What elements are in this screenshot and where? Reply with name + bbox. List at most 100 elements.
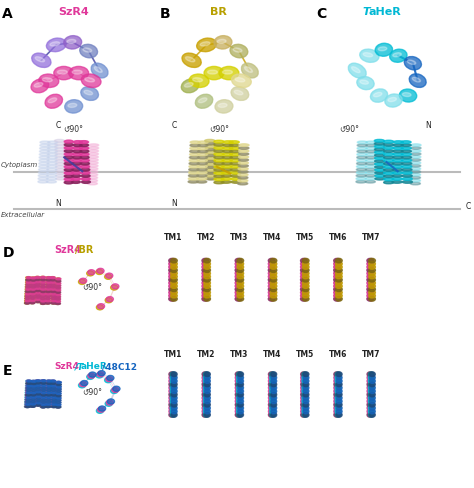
Ellipse shape (392, 162, 403, 165)
Ellipse shape (411, 144, 421, 146)
Ellipse shape (170, 412, 176, 417)
Ellipse shape (26, 380, 31, 382)
Ellipse shape (98, 304, 105, 309)
Ellipse shape (206, 169, 216, 171)
Ellipse shape (39, 159, 49, 162)
Ellipse shape (46, 392, 50, 394)
Ellipse shape (51, 399, 56, 401)
Ellipse shape (36, 389, 41, 390)
Ellipse shape (48, 141, 58, 143)
Ellipse shape (30, 290, 36, 292)
Ellipse shape (169, 375, 174, 380)
Ellipse shape (367, 379, 373, 384)
Ellipse shape (235, 396, 241, 400)
Ellipse shape (30, 293, 35, 295)
Ellipse shape (302, 265, 309, 269)
Ellipse shape (45, 94, 63, 108)
Ellipse shape (235, 392, 241, 397)
Ellipse shape (56, 395, 61, 397)
Ellipse shape (56, 382, 61, 383)
Ellipse shape (81, 175, 91, 177)
Ellipse shape (35, 386, 40, 388)
Ellipse shape (40, 284, 45, 285)
Ellipse shape (335, 375, 341, 380)
Ellipse shape (51, 385, 56, 386)
Ellipse shape (169, 262, 175, 266)
Ellipse shape (335, 389, 341, 393)
Ellipse shape (301, 382, 306, 387)
Ellipse shape (335, 409, 341, 414)
Ellipse shape (270, 379, 275, 384)
Ellipse shape (55, 175, 66, 177)
Ellipse shape (55, 140, 64, 142)
Ellipse shape (72, 165, 82, 168)
Ellipse shape (31, 284, 36, 285)
Ellipse shape (79, 383, 86, 388)
Ellipse shape (356, 177, 366, 180)
Ellipse shape (56, 397, 61, 399)
Text: TM1: TM1 (164, 350, 182, 359)
Ellipse shape (71, 181, 81, 183)
Ellipse shape (238, 170, 248, 173)
Ellipse shape (55, 296, 60, 298)
Ellipse shape (363, 53, 373, 57)
Ellipse shape (368, 412, 374, 417)
Ellipse shape (383, 143, 394, 146)
Ellipse shape (392, 181, 402, 183)
Text: Extracellular: Extracellular (1, 212, 45, 218)
Ellipse shape (25, 302, 29, 304)
Ellipse shape (334, 281, 340, 285)
Ellipse shape (64, 140, 73, 143)
Ellipse shape (64, 140, 74, 143)
Ellipse shape (237, 179, 248, 182)
Ellipse shape (30, 295, 35, 297)
Ellipse shape (402, 93, 411, 97)
Ellipse shape (72, 156, 82, 159)
Ellipse shape (25, 302, 30, 304)
Ellipse shape (368, 375, 374, 380)
Ellipse shape (36, 301, 41, 303)
Ellipse shape (64, 156, 74, 159)
Ellipse shape (40, 382, 45, 384)
Ellipse shape (337, 409, 342, 414)
Ellipse shape (26, 403, 30, 405)
Ellipse shape (30, 401, 35, 403)
Ellipse shape (36, 384, 41, 386)
Ellipse shape (237, 293, 244, 298)
Ellipse shape (88, 373, 95, 378)
Ellipse shape (235, 281, 242, 285)
Ellipse shape (337, 386, 342, 390)
Ellipse shape (30, 387, 35, 389)
Ellipse shape (268, 372, 274, 377)
Ellipse shape (337, 406, 342, 410)
Ellipse shape (370, 392, 375, 397)
Ellipse shape (96, 269, 103, 275)
Ellipse shape (30, 383, 35, 385)
Ellipse shape (81, 174, 90, 177)
Ellipse shape (79, 147, 89, 149)
Ellipse shape (367, 274, 374, 279)
Ellipse shape (223, 144, 233, 146)
Ellipse shape (337, 382, 342, 387)
Ellipse shape (237, 262, 244, 266)
Ellipse shape (41, 387, 46, 389)
Ellipse shape (89, 372, 96, 377)
Ellipse shape (392, 171, 402, 174)
Ellipse shape (383, 162, 394, 165)
Ellipse shape (203, 382, 209, 387)
Text: N: N (171, 200, 177, 208)
Ellipse shape (337, 372, 342, 377)
Ellipse shape (35, 294, 40, 296)
Ellipse shape (41, 288, 46, 290)
Ellipse shape (64, 165, 74, 168)
Ellipse shape (383, 146, 394, 149)
Ellipse shape (36, 279, 40, 281)
Ellipse shape (36, 395, 40, 397)
Ellipse shape (55, 303, 61, 305)
Ellipse shape (401, 153, 411, 156)
Ellipse shape (81, 159, 89, 162)
Ellipse shape (67, 40, 76, 43)
Ellipse shape (214, 168, 224, 171)
Ellipse shape (172, 379, 177, 384)
Ellipse shape (336, 268, 342, 272)
